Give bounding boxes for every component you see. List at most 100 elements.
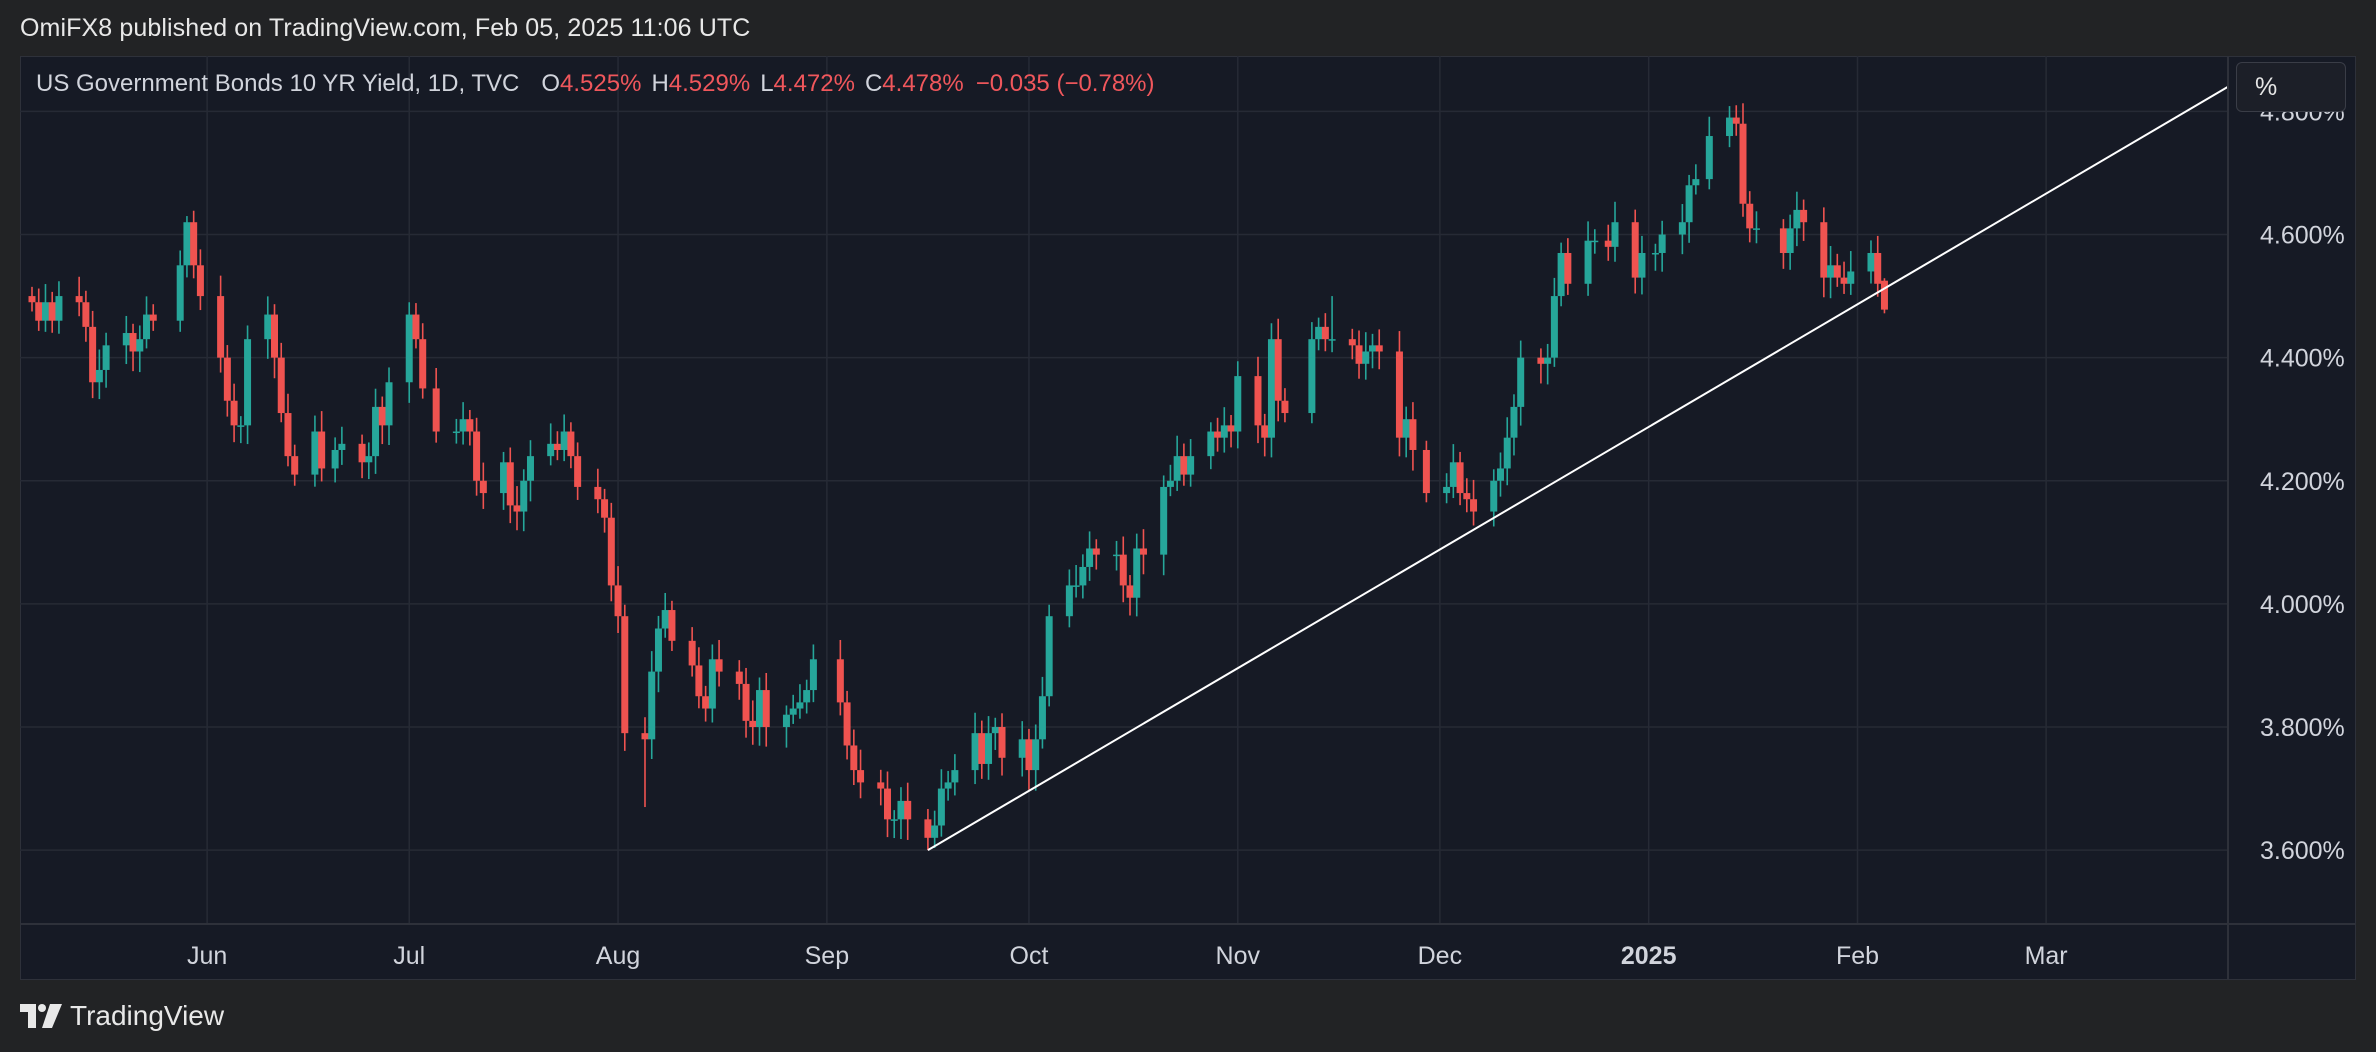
candle — [1328, 296, 1336, 353]
low-label: L — [760, 70, 774, 97]
candle — [641, 717, 649, 808]
candle — [35, 288, 43, 331]
candlestick-chart[interactable]: 3.600%3.800%4.000%4.200%4.400%4.600%4.80… — [20, 56, 2356, 980]
change-value: −0.035 (−0.78%) — [975, 70, 1155, 97]
candle — [1065, 569, 1073, 628]
candle — [1685, 174, 1693, 243]
candle — [749, 700, 757, 745]
candle — [1308, 322, 1316, 424]
candle — [1847, 251, 1855, 295]
footer: TradingView — [0, 980, 2376, 1052]
candle — [978, 720, 986, 779]
tradingview-logo-icon — [20, 1004, 62, 1028]
candle — [547, 423, 555, 466]
candle — [385, 367, 393, 446]
candle — [129, 323, 137, 372]
candle — [1537, 348, 1545, 384]
candle — [621, 604, 629, 751]
candle — [479, 462, 487, 509]
candle — [48, 291, 56, 333]
x-tick-label: Jul — [393, 942, 425, 970]
candle — [277, 342, 285, 423]
candle — [931, 810, 939, 848]
symbol-title: US Government Bonds 10 YR Yield, 1D, TVC — [36, 70, 520, 97]
candle — [1409, 402, 1417, 471]
close-label: C — [864, 70, 883, 97]
candle — [230, 383, 238, 443]
candle — [567, 422, 575, 469]
candle — [1631, 209, 1639, 294]
candle — [742, 667, 750, 738]
candle — [991, 717, 999, 750]
candle — [1510, 394, 1518, 456]
candle — [1369, 333, 1377, 369]
candle — [143, 296, 151, 349]
candle — [264, 296, 272, 359]
candle — [1880, 278, 1888, 314]
candle — [1126, 575, 1134, 616]
brand[interactable]: TradingView — [20, 1000, 224, 1032]
candle — [1827, 245, 1835, 299]
candle — [432, 367, 440, 443]
candle — [452, 418, 460, 444]
candle — [1180, 443, 1188, 486]
x-tick-label: Feb — [1836, 942, 1879, 970]
high-value: 4.529% — [668, 70, 751, 97]
candle — [890, 810, 898, 839]
candle — [1611, 201, 1619, 262]
candle — [1274, 318, 1282, 422]
candle — [985, 716, 993, 780]
candle — [223, 345, 231, 417]
candle — [1833, 253, 1841, 287]
candle — [244, 325, 252, 445]
high-label: H — [651, 70, 669, 97]
candle — [1456, 451, 1464, 506]
candle — [28, 286, 36, 312]
candle — [1227, 415, 1235, 448]
candle — [190, 210, 198, 279]
candle — [506, 447, 514, 524]
candle — [1503, 417, 1511, 486]
candle — [668, 600, 676, 652]
candle — [654, 615, 662, 693]
price-unit-button[interactable]: % — [2236, 62, 2346, 112]
candle — [95, 349, 103, 400]
candle — [762, 673, 770, 747]
candle — [149, 304, 157, 331]
y-tick-label: 4.000% — [2260, 591, 2345, 619]
candle — [136, 325, 144, 373]
candle — [971, 712, 979, 785]
candle — [877, 769, 885, 806]
symbol-legend: US Government Bonds 10 YR Yield, 1D, TVC… — [36, 70, 1155, 98]
candles — [28, 103, 1888, 851]
candle — [857, 749, 865, 799]
candle — [1746, 191, 1754, 243]
candle — [1470, 479, 1478, 526]
y-tick-label: 3.600% — [2260, 837, 2345, 865]
y-tick-label: 4.400% — [2260, 345, 2345, 373]
candle — [594, 468, 602, 514]
candle — [560, 414, 568, 462]
candle — [1038, 676, 1046, 749]
candle — [1315, 317, 1323, 351]
candle — [756, 677, 764, 746]
candle — [937, 769, 945, 837]
trendline-layer[interactable] — [927, 85, 2229, 851]
y-tick-label: 4.600% — [2260, 222, 2345, 250]
candle — [1402, 406, 1410, 458]
candle — [553, 431, 561, 461]
candle — [1800, 199, 1808, 241]
candle — [850, 729, 858, 786]
candle — [1348, 328, 1356, 360]
candle — [419, 323, 427, 399]
candle — [459, 402, 467, 445]
trendline[interactable] — [927, 85, 2229, 851]
candle — [75, 276, 83, 317]
candle — [89, 310, 97, 399]
candle — [1086, 531, 1094, 581]
y-tick-label: 3.800% — [2260, 714, 2345, 742]
candle — [1267, 323, 1275, 458]
candle — [1321, 313, 1329, 352]
candle — [176, 250, 184, 332]
open-value: 4.525% — [560, 70, 642, 97]
